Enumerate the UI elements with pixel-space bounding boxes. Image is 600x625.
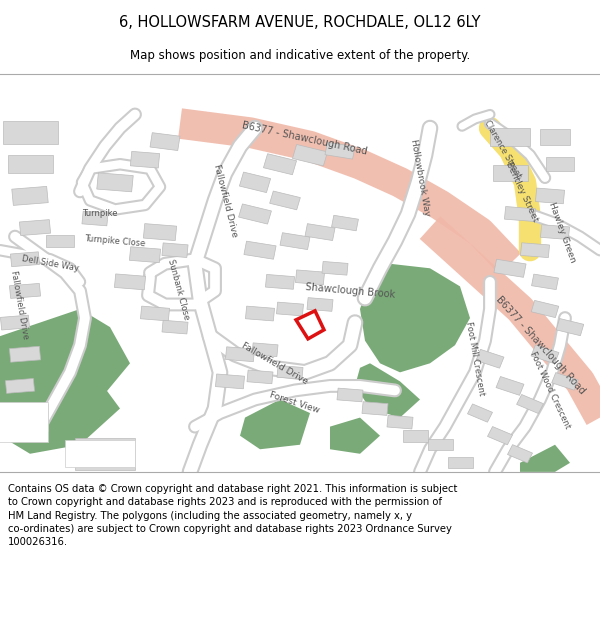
Text: Clarence Street: Clarence Street — [483, 118, 523, 179]
Polygon shape — [551, 372, 578, 390]
Polygon shape — [82, 211, 108, 226]
Polygon shape — [130, 247, 161, 262]
Text: Dell Side Way: Dell Side Way — [21, 254, 79, 273]
Polygon shape — [5, 379, 35, 393]
Polygon shape — [265, 274, 295, 289]
Polygon shape — [330, 418, 380, 454]
Polygon shape — [150, 132, 180, 151]
Polygon shape — [337, 388, 363, 402]
Polygon shape — [0, 402, 47, 442]
Polygon shape — [556, 319, 584, 336]
Polygon shape — [239, 204, 271, 224]
Polygon shape — [215, 374, 245, 389]
Polygon shape — [239, 172, 271, 192]
Polygon shape — [292, 144, 328, 166]
Polygon shape — [493, 165, 527, 181]
Text: Contains OS data © Crown copyright and database right 2021. This information is : Contains OS data © Crown copyright and d… — [8, 484, 457, 547]
Polygon shape — [360, 264, 470, 372]
Polygon shape — [75, 438, 135, 469]
Polygon shape — [387, 415, 413, 429]
Text: Turnpike: Turnpike — [82, 209, 118, 219]
Polygon shape — [467, 404, 493, 422]
Polygon shape — [496, 376, 524, 395]
Polygon shape — [531, 301, 559, 318]
Text: Fallowfield Drive: Fallowfield Drive — [10, 269, 31, 339]
Polygon shape — [1, 315, 29, 330]
Polygon shape — [269, 191, 301, 210]
Text: Fallowfield Drive: Fallowfield Drive — [241, 341, 310, 386]
Polygon shape — [226, 347, 254, 362]
Polygon shape — [162, 320, 188, 334]
Polygon shape — [0, 381, 120, 454]
Polygon shape — [494, 259, 526, 278]
Text: Forest View: Forest View — [269, 390, 321, 414]
Polygon shape — [322, 261, 348, 275]
Polygon shape — [532, 274, 559, 289]
Polygon shape — [508, 444, 533, 463]
Polygon shape — [476, 349, 504, 368]
Polygon shape — [244, 241, 276, 259]
Polygon shape — [325, 142, 355, 159]
Polygon shape — [295, 270, 325, 285]
Polygon shape — [115, 274, 146, 290]
Polygon shape — [0, 404, 47, 431]
Text: 6, HOLLOWSFARM AVENUE, ROCHDALE, OL12 6LY: 6, HOLLOWSFARM AVENUE, ROCHDALE, OL12 6L… — [119, 14, 481, 29]
Text: Foot Mill Crescent: Foot Mill Crescent — [464, 321, 486, 396]
Polygon shape — [247, 370, 273, 384]
Polygon shape — [541, 224, 569, 239]
Polygon shape — [520, 242, 550, 258]
Polygon shape — [240, 399, 310, 449]
Polygon shape — [546, 158, 574, 171]
Polygon shape — [46, 235, 74, 248]
Polygon shape — [403, 430, 427, 442]
Polygon shape — [143, 224, 176, 241]
Polygon shape — [535, 188, 565, 204]
Text: Sunbank Close: Sunbank Close — [166, 258, 190, 321]
Polygon shape — [505, 206, 536, 221]
Polygon shape — [10, 252, 40, 267]
Polygon shape — [10, 346, 41, 362]
Polygon shape — [355, 363, 420, 418]
Polygon shape — [305, 224, 335, 241]
Polygon shape — [280, 232, 310, 249]
Polygon shape — [7, 155, 53, 173]
Polygon shape — [12, 186, 48, 206]
Polygon shape — [332, 215, 358, 231]
Text: Fallowfield Drive: Fallowfield Drive — [212, 163, 238, 238]
Polygon shape — [0, 309, 130, 436]
Text: B6377 - Shawclough Road: B6377 - Shawclough Road — [241, 121, 368, 157]
Polygon shape — [487, 426, 512, 445]
Text: Bentley Street: Bentley Street — [504, 160, 540, 223]
Polygon shape — [277, 366, 303, 379]
Polygon shape — [520, 445, 570, 472]
Polygon shape — [277, 302, 304, 316]
Polygon shape — [362, 402, 388, 416]
Polygon shape — [19, 219, 50, 236]
Polygon shape — [307, 298, 333, 311]
Polygon shape — [263, 154, 296, 175]
Polygon shape — [162, 243, 188, 258]
Polygon shape — [130, 151, 160, 168]
Text: Foot Wood Crescent: Foot Wood Crescent — [528, 351, 572, 431]
Polygon shape — [140, 306, 170, 321]
Polygon shape — [427, 439, 452, 450]
Polygon shape — [65, 440, 135, 468]
Text: Turnpike Close: Turnpike Close — [84, 234, 146, 248]
Polygon shape — [448, 458, 473, 468]
Polygon shape — [245, 306, 275, 321]
Polygon shape — [490, 128, 530, 146]
Polygon shape — [252, 343, 278, 357]
Text: Shawclough Brook: Shawclough Brook — [305, 282, 395, 300]
Polygon shape — [517, 394, 544, 414]
Polygon shape — [10, 283, 41, 298]
Text: Hollowbrook Way: Hollowbrook Way — [409, 139, 431, 217]
Text: Hawley Green: Hawley Green — [547, 201, 577, 264]
Text: B6377 - Shawclough Road: B6377 - Shawclough Road — [494, 294, 586, 396]
Text: Map shows position and indicative extent of the property.: Map shows position and indicative extent… — [130, 49, 470, 62]
Polygon shape — [97, 173, 133, 192]
Polygon shape — [540, 129, 570, 145]
Polygon shape — [2, 121, 58, 144]
Polygon shape — [531, 345, 559, 364]
